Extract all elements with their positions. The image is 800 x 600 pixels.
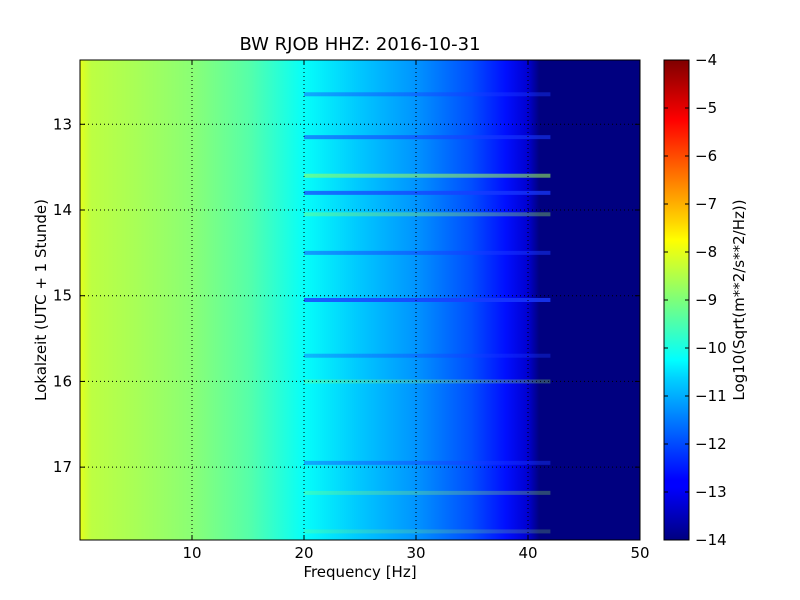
colorbar-label: Log10(Sqrt(m**2/s**2/Hz)) bbox=[730, 199, 748, 400]
y-tick-label: 16 bbox=[53, 372, 72, 390]
y-tick-label: 17 bbox=[53, 458, 72, 476]
colorbar-tick-label: −9 bbox=[695, 291, 717, 309]
y-tick-label: 14 bbox=[53, 201, 72, 219]
y-axis-ticks: 13 14 15 16 17 bbox=[53, 115, 640, 476]
colorbar-tick-label: −8 bbox=[695, 243, 717, 261]
spectrogram-band-7 bbox=[304, 353, 551, 358]
x-tick-label: 20 bbox=[294, 544, 313, 562]
colorbar-tick-label: −12 bbox=[695, 435, 727, 453]
spectrogram-band-4 bbox=[304, 212, 551, 217]
colorbar-tick-label: −5 bbox=[695, 99, 717, 117]
y-tick-label: 13 bbox=[53, 115, 72, 133]
colorbar-tick-label: −6 bbox=[695, 147, 717, 165]
x-tick-label: 40 bbox=[518, 544, 537, 562]
spectrogram-band-10 bbox=[304, 490, 551, 495]
colorbar bbox=[663, 59, 690, 541]
chart-title: BW RJOB HHZ: 2016-10-31 bbox=[239, 34, 480, 55]
y-tick-label: 15 bbox=[53, 287, 72, 305]
spectrogram-plot-area bbox=[80, 60, 640, 540]
x-tick-label: 50 bbox=[630, 544, 649, 562]
spectrogram-band-1 bbox=[304, 135, 551, 140]
spectrogram-band-8 bbox=[304, 379, 551, 384]
spectrogram-bands bbox=[304, 92, 551, 534]
spectrogram-band-6 bbox=[304, 298, 551, 302]
colorbar-tick-label: −7 bbox=[695, 195, 717, 213]
spectrogram-band-3 bbox=[304, 190, 551, 195]
spectrogram-band-11 bbox=[304, 529, 551, 534]
spectrogram-band-9 bbox=[304, 460, 551, 465]
y-axis-label: Lokalzeit (UTC + 1 Stunde) bbox=[32, 199, 50, 401]
spectrogram-band-5 bbox=[304, 250, 551, 255]
colorbar-tick-label: −4 bbox=[695, 51, 717, 69]
x-tick-label: 30 bbox=[406, 544, 425, 562]
colorbar-tick-label: −10 bbox=[695, 339, 727, 357]
x-axis-label: Frequency [Hz] bbox=[303, 563, 416, 581]
grid-lines bbox=[80, 60, 640, 540]
plot-frame bbox=[79, 59, 641, 541]
colorbar-tick-label: −11 bbox=[695, 387, 727, 405]
spectrogram-band-2 bbox=[304, 173, 551, 178]
colorbar-ticks: −4 −5 −6 −7 −8 −9 −10 −11 −12 −13 −14 bbox=[664, 51, 727, 549]
x-tick-label: 10 bbox=[182, 544, 201, 562]
colorbar-tick-label: −13 bbox=[695, 483, 727, 501]
spectrogram-band-0 bbox=[304, 92, 551, 97]
colorbar-tick-label: −14 bbox=[695, 531, 727, 549]
x-axis-ticks: 10 20 30 40 50 bbox=[182, 60, 650, 562]
